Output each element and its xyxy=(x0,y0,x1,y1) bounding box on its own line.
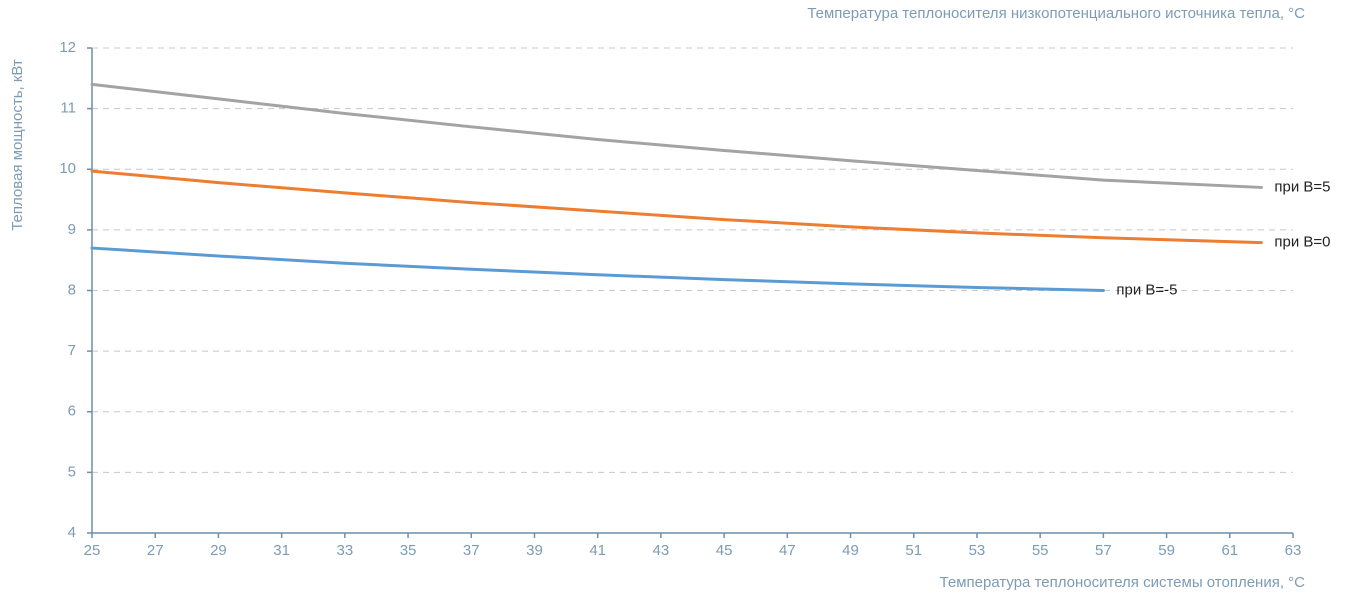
x-tick-label: 43 xyxy=(653,542,670,559)
x-tick-label: 59 xyxy=(1158,542,1175,559)
x-tick-label: 55 xyxy=(1032,542,1049,559)
x-tick-label: 37 xyxy=(463,542,480,559)
y-tick-label: 8 xyxy=(68,281,76,298)
x-tick-label: 57 xyxy=(1095,542,1112,559)
x-tick-label: 47 xyxy=(779,542,796,559)
line-series xyxy=(90,82,1263,189)
y-tick-label: 9 xyxy=(68,221,76,238)
y-tick-label: 10 xyxy=(59,160,76,177)
x-tick-label: 39 xyxy=(526,542,543,559)
y-axis-label: Тепловая мощность, кВт xyxy=(9,59,26,231)
x-tick-label: 53 xyxy=(969,542,986,559)
x-tick-label: 35 xyxy=(400,542,417,559)
y-tick-label: 7 xyxy=(68,342,76,359)
y-tick-label: 5 xyxy=(68,463,76,480)
x-tick-label: 33 xyxy=(336,542,353,559)
line-series xyxy=(90,246,1105,292)
x-tick-label: 63 xyxy=(1285,542,1302,559)
series-label: при B=-5 xyxy=(1116,281,1177,298)
annotation: Температура теплоносителя низкопотенциал… xyxy=(807,5,1305,22)
x-tick-label: 31 xyxy=(273,542,290,559)
x-tick-label: 27 xyxy=(147,542,164,559)
line-series xyxy=(90,169,1263,245)
y-tick-label: 12 xyxy=(59,39,76,56)
series-label: при B=0 xyxy=(1274,234,1330,251)
x-tick-label: 41 xyxy=(589,542,606,559)
x-tick-label: 25 xyxy=(84,542,101,559)
series-label: при B=5 xyxy=(1274,178,1330,195)
x-axis-label: Температура теплоносителя системы отопле… xyxy=(940,574,1306,591)
x-tick-label: 61 xyxy=(1221,542,1238,559)
x-tick-label: 29 xyxy=(210,542,227,559)
x-tick-label: 45 xyxy=(716,542,733,559)
x-tick-label: 49 xyxy=(842,542,859,559)
y-tick-label: 4 xyxy=(68,524,76,541)
y-tick-label: 11 xyxy=(60,100,76,117)
y-tick-label: 6 xyxy=(68,403,76,420)
x-tick-label: 51 xyxy=(905,542,922,559)
